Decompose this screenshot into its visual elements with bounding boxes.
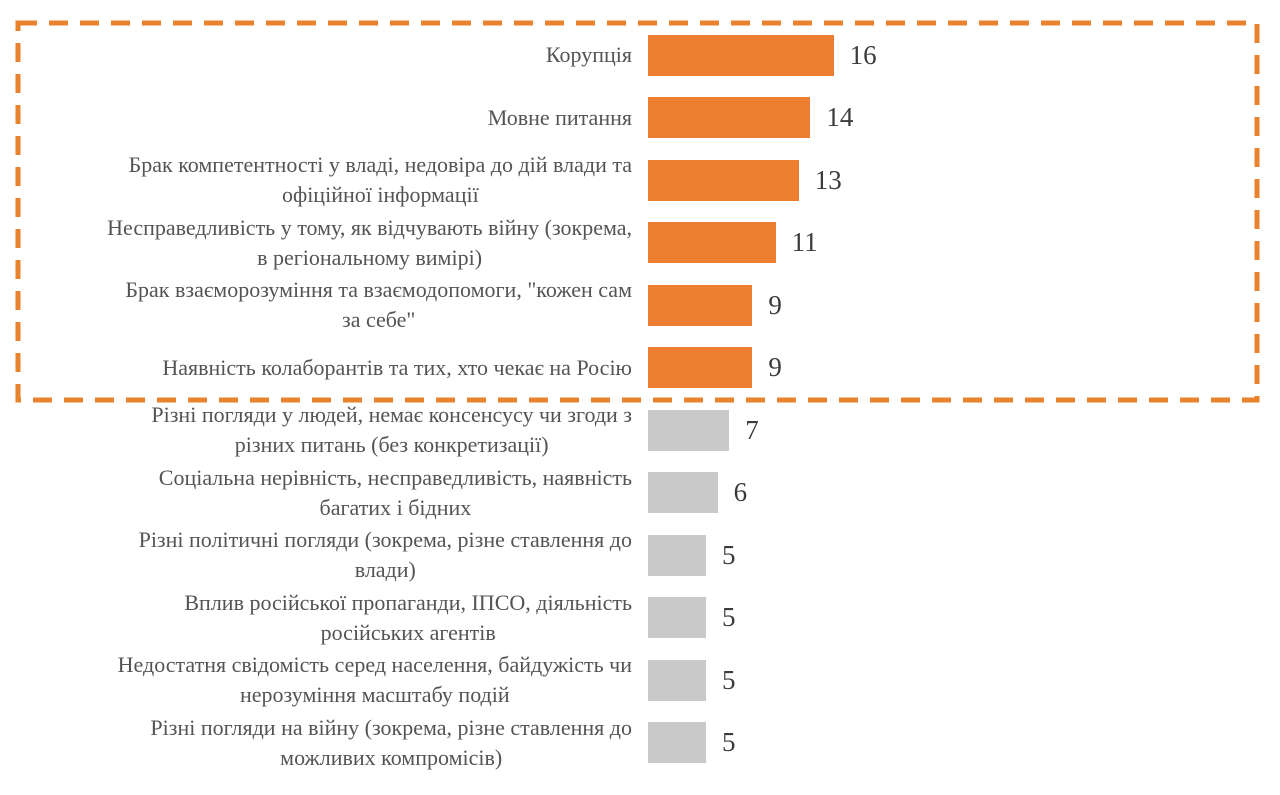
value-label: 5 [722, 664, 736, 695]
chart-row: Наявність колаборантів та тих, хто чекає… [0, 337, 1280, 400]
category-label: Вплив російської пропаганди, ІПСО, діяль… [184, 589, 632, 645]
chart-row: Брак компетентності у владі, недовіра до… [0, 149, 1280, 212]
bar [648, 409, 730, 451]
category-label: Брак взаєморозуміння та взаємодопомоги, … [125, 277, 632, 333]
chart-row: Несправедливість у тому, як відчувають в… [0, 212, 1280, 275]
bar [648, 472, 718, 514]
category-label: Соціальна нерівність, несправедливість, … [158, 464, 632, 520]
value-label: 9 [768, 289, 782, 320]
value-label: 9 [768, 352, 782, 383]
bar [648, 722, 706, 764]
value-label: 11 [791, 227, 818, 258]
category-label: Несправедливість у тому, як відчувають в… [107, 214, 632, 270]
chart-row: Вплив російської пропаганди, ІПСО, діяль… [0, 587, 1280, 650]
category-label: Недостатня свідомість серед населення, б… [117, 652, 632, 708]
bar [648, 659, 706, 701]
value-label: 5 [722, 602, 736, 633]
bar [648, 597, 706, 639]
category-label: Наявність колаборантів та тих, хто чекає… [162, 354, 632, 380]
bar [648, 222, 776, 264]
chart-rows: Корупція 16 Мовне питання 14 Брак компет… [0, 24, 1280, 774]
chart-row: Соціальна нерівність, несправедливість, … [0, 462, 1280, 525]
chart-row: Різні погляди у людей, немає консенсусу … [0, 399, 1280, 462]
value-label: 5 [722, 727, 736, 758]
bar [648, 284, 753, 326]
value-label: 7 [745, 414, 759, 445]
bar [648, 534, 706, 576]
bar [648, 159, 799, 201]
chart-row: Різні політичні погляди (зокрема, різне … [0, 524, 1280, 587]
chart-row: Недостатня свідомість серед населення, б… [0, 649, 1280, 712]
category-label: Брак компетентності у владі, недовіра до… [128, 152, 632, 208]
chart-row: Різні погляди на війну (зокрема, різне с… [0, 712, 1280, 775]
category-label: Різні погляди у людей, немає консенсусу … [151, 402, 632, 458]
category-label: Різні погляди на війну (зокрема, різне с… [150, 714, 632, 770]
bar [648, 34, 834, 76]
value-label: 6 [733, 477, 748, 508]
chart-row: Мовне питання 14 [0, 87, 1280, 150]
value-label: 5 [722, 539, 736, 570]
bar [648, 97, 811, 139]
value-label: 16 [849, 39, 877, 70]
value-label: 14 [826, 102, 854, 133]
category-label: Різні політичні погляди (зокрема, різне … [138, 527, 632, 583]
bar [648, 347, 753, 389]
category-label: Корупція [545, 42, 632, 68]
chart-row: Брак взаєморозуміння та взаємодопомоги, … [0, 274, 1280, 337]
category-label: Мовне питання [487, 104, 632, 130]
value-label: 13 [814, 164, 842, 195]
chart-row: Корупція 16 [0, 24, 1280, 87]
